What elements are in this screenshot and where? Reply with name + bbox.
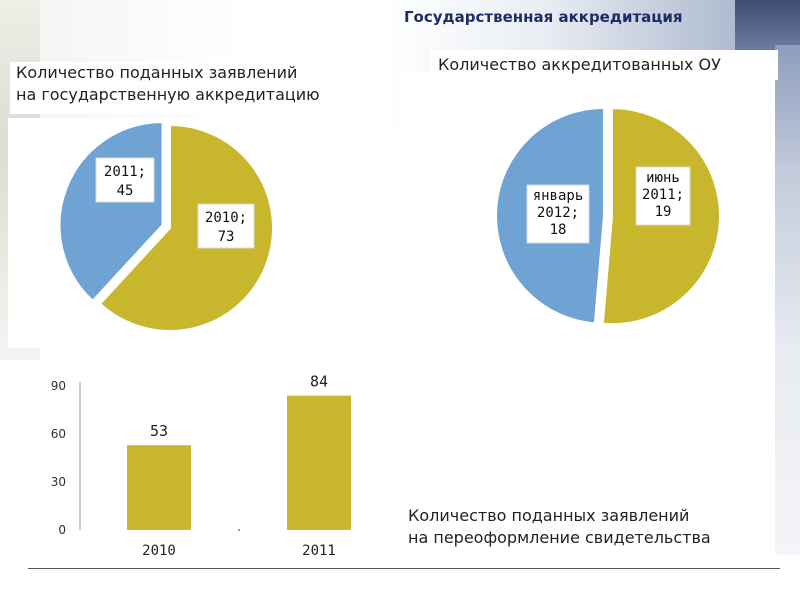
- pie2-label-0-line-0: июнь: [646, 170, 680, 186]
- pie2-title-line1: Количество аккредитованных ОУ: [438, 55, 721, 74]
- bar-x-tick-label-1: 2011: [302, 543, 336, 559]
- bar-1: [287, 395, 351, 530]
- pie2-label-0-line-1: 2011;: [642, 187, 684, 203]
- bar-0: [127, 445, 191, 530]
- bar-x-tick-label-0: 2010: [142, 543, 176, 559]
- bar-title-line2: на переоформление свидетельства: [408, 528, 711, 547]
- pie2-label-box-0: [635, 166, 691, 226]
- pie2-label-0-line-2: 19: [655, 204, 672, 220]
- pie1-label-box-1: [95, 157, 155, 203]
- pie2-title: Количество аккредитованных ОУ: [430, 50, 778, 80]
- background-corner-decoration: [735, 0, 800, 50]
- bar-value-label-1: 84: [310, 373, 328, 391]
- pie2-label-box-1: [526, 184, 590, 244]
- pie2-label-1-line-1: 2012;: [537, 205, 579, 221]
- pie1-slice-0: [98, 123, 274, 332]
- bar-chart-title: Количество поданных заявлений на переофо…: [404, 501, 768, 557]
- page-title: Государственная аккредитация: [404, 8, 683, 26]
- pie2-label-1-line-2: 18: [550, 222, 567, 238]
- pie1-label-box-0: [197, 203, 255, 249]
- pie1-title-line1: Количество поданных заявлений: [16, 63, 298, 82]
- pie1-label-0-name: 2010;: [205, 210, 247, 226]
- pie1-label-0-value: 73: [218, 229, 235, 245]
- background-right-strip: [775, 45, 800, 555]
- pie1-title: Количество поданных заявлений на государ…: [10, 62, 346, 114]
- pie1-label-1-name: 2011;: [104, 164, 146, 180]
- bar-y-tick-label-2: 60: [51, 427, 66, 441]
- bar-y-tick-label-3: 90: [51, 379, 66, 393]
- bar-y-tick-label-0: 0: [58, 523, 66, 537]
- pie1-title-line2: на государственную аккредитацию: [16, 85, 320, 104]
- bar-value-label-0: 53: [150, 422, 168, 440]
- bar-y-tick-label-1: 30: [51, 475, 66, 489]
- bottom-divider: [28, 568, 780, 569]
- pie2-label-1-line-0: январь: [533, 188, 584, 204]
- pie1-label-1-value: 45: [117, 183, 134, 199]
- bar-title-line1: Количество поданных заявлений: [408, 506, 690, 525]
